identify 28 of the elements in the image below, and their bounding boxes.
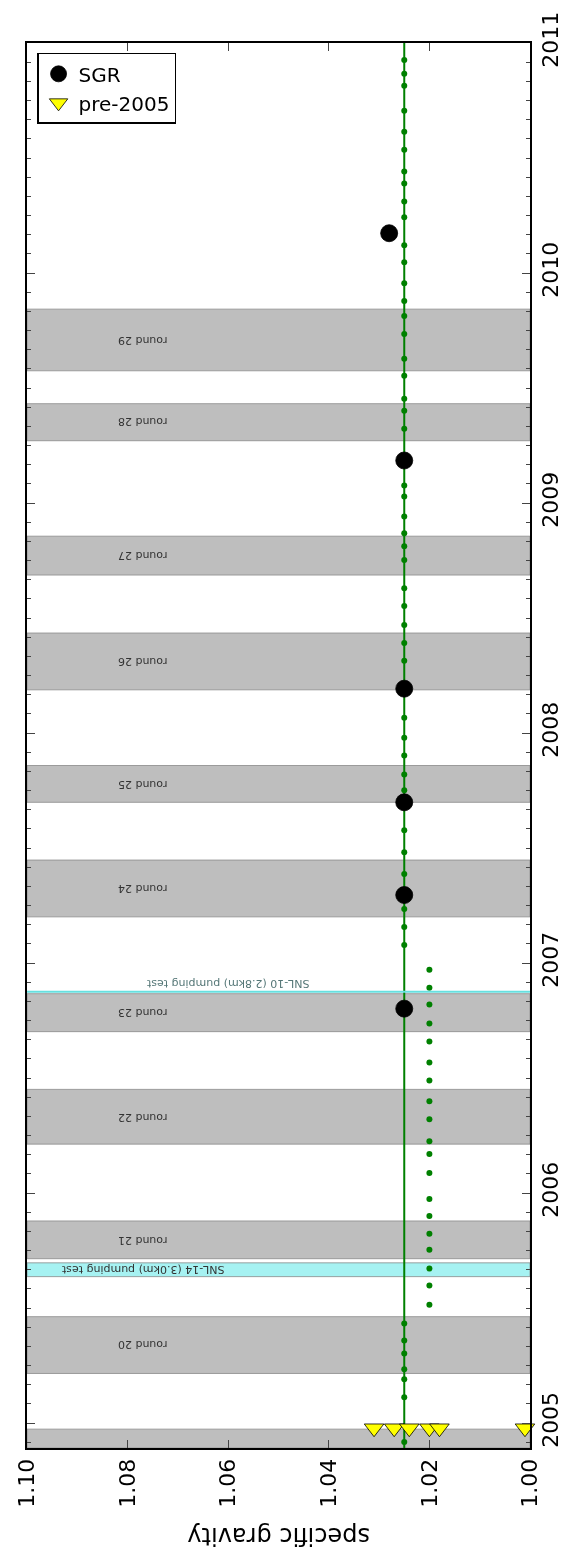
- band-label: round 24: [117, 881, 168, 895]
- band-label: round 20: [117, 1338, 168, 1352]
- band-label: round 27: [117, 549, 168, 563]
- x-axis-title: specific gravity: [187, 1522, 370, 1550]
- y-tick-label: 2011: [538, 11, 564, 68]
- x-tick-label: 1.10: [14, 1458, 40, 1508]
- y-tick-label: 2008: [538, 701, 564, 758]
- band-label: round 22: [117, 1110, 168, 1124]
- x-tick-label: 1.02: [416, 1458, 442, 1508]
- legend-label: pre-2005: [78, 91, 170, 116]
- x-tick-label: 1.04: [315, 1458, 341, 1508]
- band-label: round 23: [117, 1006, 168, 1020]
- y-tick-label: 2007: [538, 931, 564, 988]
- x-tick-label: 1.00: [517, 1458, 543, 1508]
- band-label: SNL-14 (3.0km) pumping test: [61, 1263, 225, 1277]
- legend-label: SGR: [78, 62, 121, 87]
- y-tick-label: 2009: [538, 471, 564, 528]
- band-label: round 26: [117, 654, 168, 668]
- y-tick-label: 2010: [538, 241, 564, 298]
- band-label: round 29: [117, 333, 168, 347]
- band-label: round 25: [117, 777, 168, 791]
- ref-line-label: SNL-10 (2.8km) pumping test: [146, 977, 310, 991]
- band-label: round 28: [117, 415, 168, 429]
- band-label: round 21: [117, 1233, 168, 1247]
- y-tick-label: 2006: [538, 1161, 564, 1218]
- x-tick-label: 1.08: [114, 1458, 140, 1508]
- y-tick-label: 2005: [538, 1391, 564, 1448]
- x-tick-label: 1.06: [215, 1458, 241, 1508]
